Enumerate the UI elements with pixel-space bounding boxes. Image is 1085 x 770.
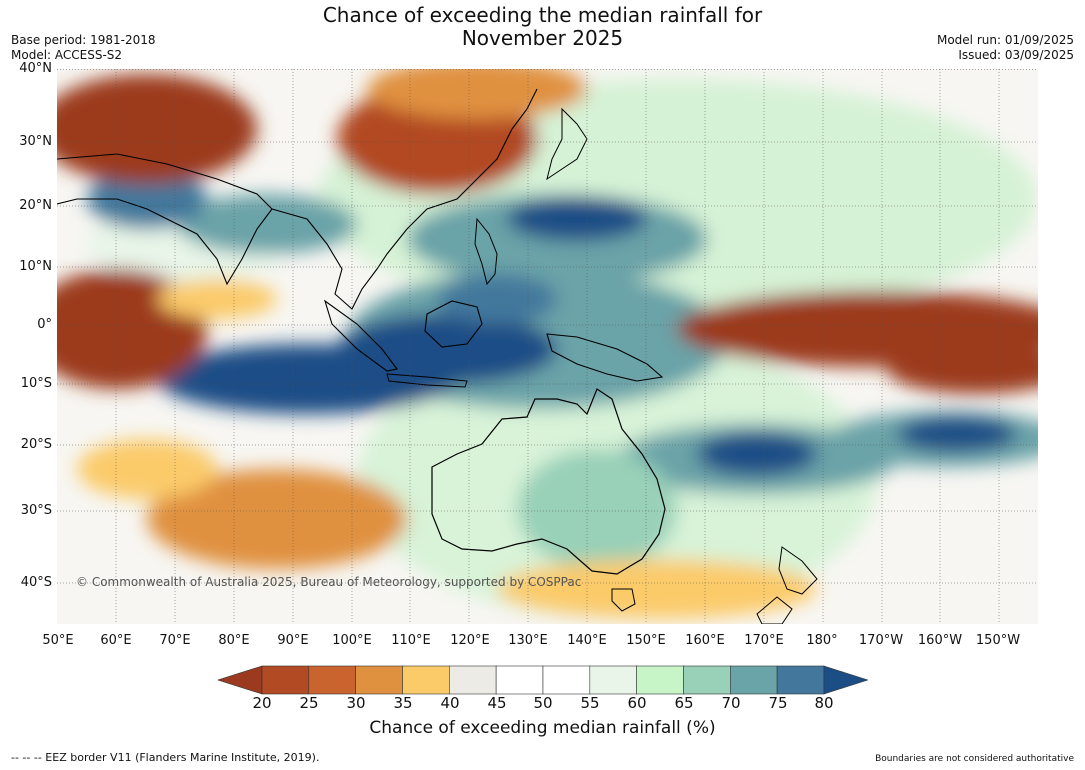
lon-label-160e: 160°E <box>685 633 725 648</box>
colorbar-swatch <box>589 665 637 695</box>
copyright-text: © Commonwealth of Australia 2025, Bureau… <box>76 575 582 589</box>
seasia-coast-outline <box>271 88 538 310</box>
lat-label-0: 0° <box>37 317 52 332</box>
lon-label-90e: 90°E <box>277 633 309 648</box>
lat-label-30n: 30°N <box>19 134 52 149</box>
colorbar-swatch <box>495 665 544 695</box>
colorbar-tick-80: 80 <box>814 694 834 712</box>
colorbar-swatch <box>683 665 731 695</box>
colorbar-swatch <box>402 665 450 695</box>
java-outline <box>386 373 468 388</box>
colorbar-tick-20: 20 <box>252 694 272 712</box>
colorbar-extend-low <box>218 665 263 695</box>
lon-label-60e: 60°E <box>100 633 132 648</box>
graticule <box>57 69 1038 624</box>
lat-label-40s: 40°S <box>20 575 52 590</box>
lon-label-100e: 100°E <box>332 633 372 648</box>
lon-label-170e: 170°E <box>744 633 784 648</box>
model-name: Model: ACCESS-S2 <box>11 48 123 62</box>
tasmania-outline <box>611 588 636 612</box>
borneo-outline <box>424 300 483 348</box>
colorbar-swatch <box>261 665 310 695</box>
colorbar-swatch <box>542 665 591 695</box>
map-title: Chance of exceeding the median rainfall … <box>322 3 763 50</box>
lat-label-40n: 40°N <box>19 61 52 76</box>
colorbar-swatch <box>449 665 497 695</box>
rainfall-field <box>57 69 1038 619</box>
colorbar-tick-50: 50 <box>533 694 553 712</box>
lon-label-70e: 70°E <box>159 633 191 648</box>
lon-label-150w: 150°W <box>975 633 1021 648</box>
colorbar-tick-70: 70 <box>721 694 741 712</box>
colorbar-swatch <box>729 665 778 695</box>
eez-legend: -- -- -- EEZ border V11 (Flanders Marine… <box>11 751 320 764</box>
colorbar-tick-25: 25 <box>299 694 319 712</box>
colorbar-extend-high <box>823 665 868 695</box>
lon-label-80e: 80°E <box>218 633 250 648</box>
rainfall-map <box>57 69 1038 624</box>
lon-label-130e: 130°E <box>508 633 548 648</box>
lat-label-10n: 10°N <box>19 259 52 274</box>
japan-outline <box>546 107 588 181</box>
issued-date: Issued: 03/09/2025 <box>958 48 1074 62</box>
colorbar-tick-35: 35 <box>393 694 413 712</box>
map-svg <box>57 69 1038 624</box>
lat-label-20n: 20°N <box>19 198 52 213</box>
lon-label-180: 180° <box>806 633 838 648</box>
colorbar-swatch <box>308 665 356 695</box>
colorbar-tick-30: 30 <box>346 694 366 712</box>
lon-label-110e: 110°E <box>391 633 431 648</box>
lon-label-140e: 140°E <box>567 633 607 648</box>
colorbar-tick-65: 65 <box>674 694 694 712</box>
lon-label-120e: 120°E <box>450 633 490 648</box>
meta-left: Base period: 1981-2018 Model: ACCESS-S2 <box>11 33 156 63</box>
colorbar-tick-45: 45 <box>487 694 507 712</box>
colorbar-tick-75: 75 <box>768 694 788 712</box>
meta-right: Model run: 01/09/2025 Issued: 03/09/2025 <box>937 33 1074 63</box>
new-zealand-outline <box>756 546 818 624</box>
new-guinea-outline <box>546 333 664 382</box>
colorbar-tick-55: 55 <box>580 694 600 712</box>
asia-coast-outline <box>57 153 273 286</box>
lon-label-160w: 160°W <box>917 633 963 648</box>
australia-outline <box>431 388 666 575</box>
boundaries-note: Boundaries are not considered authoritat… <box>875 754 1074 764</box>
lon-label-170w: 170°W <box>858 633 904 648</box>
base-period: Base period: 1981-2018 <box>11 33 156 47</box>
lon-label-50e: 50°E <box>42 633 74 648</box>
colorbar <box>218 665 868 695</box>
colorbar-swatch <box>636 665 684 695</box>
colorbar-tick-40: 40 <box>440 694 460 712</box>
colorbar-label: Chance of exceeding median rainfall (%) <box>369 718 716 738</box>
lon-label-150e: 150°E <box>626 633 666 648</box>
lat-label-10s: 10°S <box>20 376 52 391</box>
model-run: Model run: 01/09/2025 <box>936 33 1074 47</box>
lat-label-30s: 30°S <box>20 503 52 518</box>
colorbar-tick-60: 60 <box>627 694 647 712</box>
philippines-outline <box>474 217 498 286</box>
colorbar-swatch <box>355 665 403 695</box>
colorbar-swatch <box>776 665 825 695</box>
lat-label-20s: 20°S <box>20 437 52 452</box>
sumatra-outline <box>324 299 398 372</box>
